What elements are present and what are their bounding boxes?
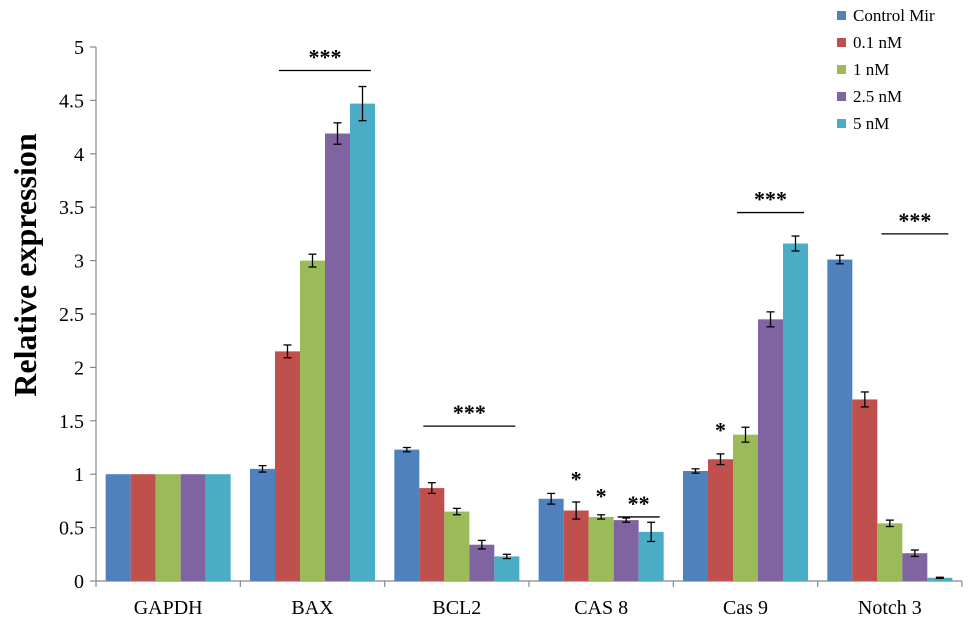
significance-label: ***: [898, 208, 931, 233]
y-tick-label: 2.5: [59, 304, 84, 326]
significance-label: *: [715, 417, 726, 442]
bar: [827, 259, 853, 581]
legend-label: 0.1 nM: [853, 33, 902, 52]
bar: [130, 474, 156, 581]
bar: [275, 351, 300, 581]
bar: [350, 103, 375, 581]
bar: [877, 523, 903, 581]
legend: Control Mir 0.1 nM 1 nM 2.5 nM 5 nM: [837, 6, 935, 133]
y-axis-label: Relative expression: [7, 133, 43, 397]
bar: [394, 449, 420, 581]
legend-label: Control Mir: [853, 6, 935, 25]
bar: [708, 459, 733, 581]
bar: [155, 474, 181, 581]
legend-swatch: [837, 92, 846, 101]
y-tick-label: 3: [74, 251, 84, 273]
bar: [927, 577, 953, 581]
x-category-label: BCL2: [432, 597, 481, 619]
y-tick-label: 5: [74, 37, 84, 59]
legend-swatch: [837, 38, 846, 47]
bar: [494, 556, 520, 581]
bar: [419, 488, 445, 581]
y-tick-label: 1: [74, 464, 84, 486]
bar: [613, 520, 639, 581]
legend-label: 5 nM: [853, 114, 889, 133]
bar: [469, 544, 495, 581]
bar: [538, 498, 564, 581]
y-tick-label: 1.5: [59, 411, 84, 433]
significance-markers: ******** *********: [279, 44, 949, 518]
bars: [105, 103, 953, 581]
significance-label: **: [628, 491, 650, 516]
bar: [205, 474, 231, 581]
y-tick-label: 3.5: [59, 197, 84, 219]
x-category-label: BAX: [291, 597, 334, 619]
significance-label: *: [571, 466, 582, 491]
bar: [852, 399, 878, 581]
bar: [683, 470, 708, 581]
significance-label: ***: [754, 187, 787, 212]
x-category-label: Cas 9: [723, 597, 768, 619]
x-category-label: Notch 3: [858, 597, 922, 619]
bar: [588, 516, 614, 581]
bar: [180, 474, 206, 581]
bar: [444, 511, 470, 581]
legend-label: 1 nM: [853, 60, 889, 79]
x-category-label: GAPDH: [134, 597, 203, 619]
y-tick-label: 2: [74, 357, 84, 379]
bar: [758, 319, 783, 581]
bar: [300, 260, 325, 581]
bar: [325, 133, 350, 581]
legend-swatch: [837, 119, 846, 128]
bar: [563, 510, 589, 581]
axes: 0 0.5 1 1.5 2 2.5 3 3.5 4 4.5 5 GAPDH BAX BCL2 CAS 8 Ca…: [59, 37, 963, 619]
error-bars: [258, 85, 944, 579]
bar: [783, 243, 808, 581]
significance-label: ***: [309, 44, 342, 69]
x-category-label: CAS 8: [574, 597, 628, 619]
y-tick-label: 4.5: [59, 90, 84, 112]
bar: [105, 474, 131, 581]
significance-label: ***: [453, 400, 486, 425]
y-tick-label: 0.5: [59, 518, 84, 540]
y-tick-label: 4: [74, 144, 84, 166]
legend-label: 2.5 nM: [853, 87, 902, 106]
legend-swatch: [837, 11, 846, 20]
bar: [733, 434, 758, 581]
y-tick-label: 0: [74, 571, 84, 593]
bar: [902, 553, 928, 581]
bar: [250, 468, 275, 581]
legend-swatch: [837, 65, 846, 74]
significance-label: *: [596, 484, 607, 509]
